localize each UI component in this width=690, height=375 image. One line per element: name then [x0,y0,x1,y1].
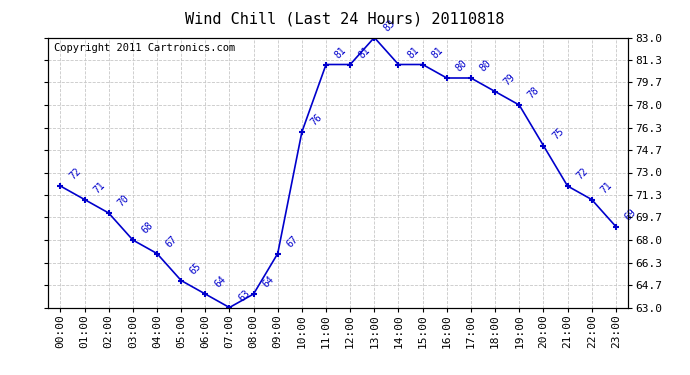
Text: 65: 65 [188,261,204,276]
Text: 71: 71 [599,180,614,195]
Text: 80: 80 [454,58,469,74]
Text: 81: 81 [357,45,373,60]
Text: 72: 72 [575,166,590,182]
Text: 75: 75 [551,126,566,141]
Text: Copyright 2011 Cartronics.com: Copyright 2011 Cartronics.com [54,43,235,53]
Text: 70: 70 [116,194,131,209]
Text: 80: 80 [478,58,493,74]
Text: 78: 78 [526,86,542,101]
Text: 81: 81 [333,45,348,60]
Text: 76: 76 [309,112,324,128]
Text: 64: 64 [213,274,228,290]
Text: 79: 79 [502,72,518,87]
Text: 71: 71 [92,180,107,195]
Text: 68: 68 [140,220,155,236]
Text: 69: 69 [623,207,638,222]
Text: 64: 64 [261,274,276,290]
Text: 72: 72 [68,166,83,182]
Text: 67: 67 [285,234,300,249]
Text: 81: 81 [430,45,445,60]
Text: 67: 67 [164,234,179,249]
Text: 81: 81 [406,45,421,60]
Text: 63: 63 [237,288,252,303]
Text: Wind Chill (Last 24 Hours) 20110818: Wind Chill (Last 24 Hours) 20110818 [186,11,504,26]
Text: 83: 83 [382,18,397,33]
